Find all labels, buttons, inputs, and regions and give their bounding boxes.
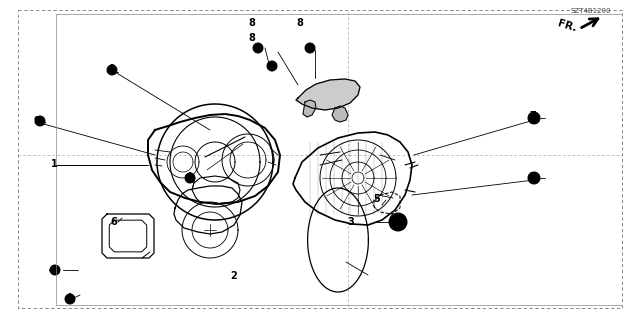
Circle shape — [107, 65, 117, 75]
Circle shape — [394, 218, 402, 226]
Text: 3: 3 — [348, 217, 354, 227]
Circle shape — [65, 294, 75, 304]
Circle shape — [305, 43, 315, 53]
Text: 8: 8 — [248, 33, 255, 43]
Polygon shape — [296, 79, 360, 110]
Circle shape — [267, 61, 277, 71]
Circle shape — [528, 112, 540, 124]
Text: 2: 2 — [230, 271, 237, 281]
Text: 4: 4 — [186, 172, 192, 182]
Text: 8: 8 — [248, 18, 255, 28]
Circle shape — [389, 213, 407, 231]
Circle shape — [185, 173, 195, 183]
Text: 5: 5 — [373, 194, 380, 204]
Polygon shape — [303, 100, 316, 117]
Text: 7: 7 — [529, 111, 536, 122]
Text: 7: 7 — [529, 172, 536, 182]
Text: 8: 8 — [296, 18, 303, 28]
Text: SZT4B1200: SZT4B1200 — [571, 8, 611, 14]
Circle shape — [528, 172, 540, 184]
Text: 9: 9 — [33, 116, 40, 126]
Circle shape — [253, 43, 263, 53]
Text: 1: 1 — [51, 159, 58, 169]
Text: 9: 9 — [109, 63, 115, 74]
Circle shape — [50, 265, 60, 275]
Text: 6: 6 — [111, 217, 117, 227]
Text: 4: 4 — [66, 293, 72, 303]
Circle shape — [531, 115, 537, 121]
Circle shape — [531, 175, 537, 181]
Circle shape — [35, 116, 45, 126]
Polygon shape — [332, 106, 348, 122]
Text: 4: 4 — [49, 264, 56, 275]
Text: FR.: FR. — [556, 18, 578, 33]
